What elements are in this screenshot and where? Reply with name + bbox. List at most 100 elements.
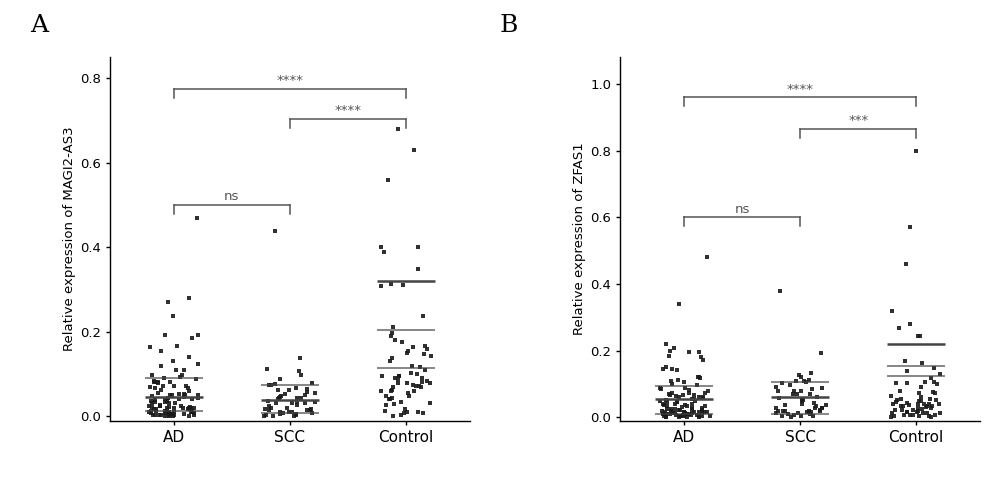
Point (148, 379, 164, 386)
Point (385, 413, 401, 420)
Point (669, 366, 685, 374)
Point (383, 281, 399, 288)
Point (143, 409, 159, 417)
Point (794, 397, 810, 405)
Point (667, 409, 683, 417)
Point (415, 313, 431, 320)
Point (378, 402, 394, 409)
Point (166, 408, 182, 415)
Point (272, 408, 288, 416)
Point (259, 365, 275, 373)
Point (374, 372, 390, 380)
Point (885, 400, 901, 408)
Point (183, 409, 199, 416)
Point (683, 411, 699, 419)
Point (175, 404, 191, 412)
Text: A: A (30, 14, 48, 37)
Point (184, 334, 200, 342)
Point (297, 391, 313, 399)
Point (893, 402, 909, 410)
Point (415, 410, 431, 417)
Point (391, 372, 407, 380)
Point (411, 382, 427, 390)
Point (148, 408, 164, 415)
Point (786, 387, 802, 395)
Point (790, 409, 806, 417)
Point (796, 378, 812, 385)
Point (919, 402, 935, 410)
Point (691, 413, 707, 420)
Point (302, 406, 318, 413)
Point (884, 410, 900, 417)
Point (664, 389, 680, 396)
Point (272, 410, 288, 417)
Point (373, 244, 389, 251)
Point (180, 384, 196, 391)
Point (655, 365, 671, 373)
Point (659, 402, 675, 410)
Point (661, 352, 677, 359)
Point (770, 387, 786, 395)
Point (794, 397, 810, 404)
Point (655, 401, 671, 408)
Point (923, 404, 939, 412)
Point (291, 367, 307, 375)
Point (293, 372, 309, 380)
Point (399, 409, 415, 416)
Point (911, 398, 927, 405)
Point (260, 398, 276, 405)
Point (289, 398, 305, 405)
Point (160, 394, 176, 402)
Point (299, 406, 315, 413)
Point (672, 412, 688, 420)
Point (664, 380, 680, 388)
Point (385, 383, 401, 391)
Point (279, 404, 295, 412)
Point (891, 324, 907, 332)
Point (671, 413, 687, 421)
Point (803, 369, 819, 376)
Point (818, 401, 834, 409)
Point (412, 363, 428, 371)
Point (693, 353, 709, 361)
Point (791, 371, 807, 379)
Point (380, 176, 396, 184)
Point (165, 312, 181, 320)
Point (142, 344, 158, 351)
Point (668, 411, 684, 418)
Point (653, 385, 669, 392)
Point (686, 408, 702, 416)
Point (166, 404, 182, 412)
Point (303, 405, 319, 413)
Point (400, 347, 416, 355)
Point (932, 370, 948, 378)
Point (190, 391, 206, 399)
Point (679, 402, 695, 410)
Point (171, 390, 187, 398)
Point (686, 391, 702, 399)
Point (409, 370, 425, 378)
Point (675, 391, 691, 399)
Point (899, 408, 915, 416)
Point (157, 395, 173, 403)
Point (692, 374, 708, 381)
Point (679, 413, 695, 421)
Point (913, 398, 929, 405)
Point (288, 410, 304, 418)
Point (256, 413, 272, 420)
Point (802, 390, 818, 398)
Point (176, 410, 192, 417)
Point (284, 399, 300, 407)
Point (419, 377, 435, 385)
Point (926, 378, 942, 386)
Point (401, 392, 417, 400)
Text: ns: ns (224, 190, 239, 204)
Point (281, 386, 297, 393)
Point (775, 407, 791, 415)
Text: ****: **** (787, 83, 814, 96)
Point (677, 409, 693, 417)
Point (147, 384, 163, 392)
Point (403, 369, 419, 377)
Point (142, 383, 158, 391)
Point (659, 398, 675, 405)
